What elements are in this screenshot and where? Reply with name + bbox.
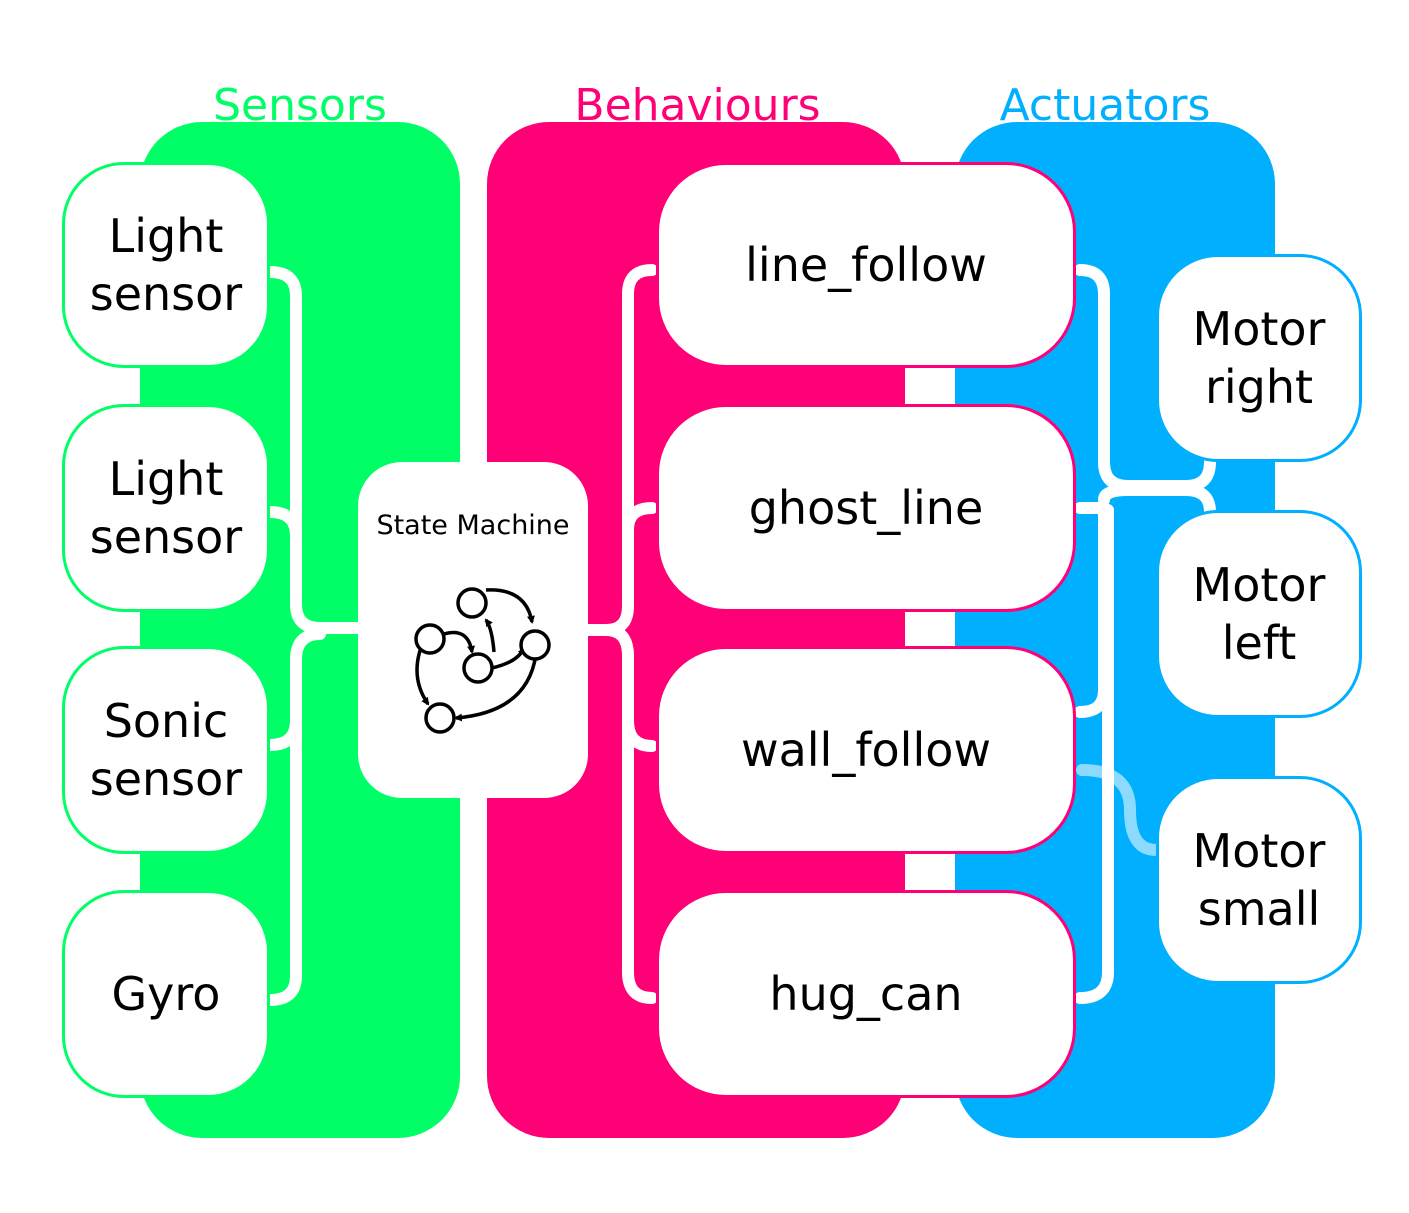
actuator-label-line: small: [1197, 882, 1321, 936]
behaviour-box-ghost-line: ghost_line: [656, 404, 1076, 612]
actuator-connector-2: [1122, 484, 1216, 518]
actuator-label-line: Motor: [1192, 302, 1326, 356]
sensor-label: Light sensor: [90, 207, 242, 323]
motor-small-connector: [1076, 764, 1162, 856]
sensor-label-line: Gyro: [111, 967, 221, 1021]
actuator-box-motor-right: Motor right: [1156, 254, 1362, 462]
actuator-label: Motor left: [1193, 556, 1326, 672]
behaviour-label: ghost_line: [748, 481, 984, 535]
sensor-connector-4: [264, 654, 302, 1006]
state-machine-graph-icon: [414, 587, 551, 734]
actuator-label-line: right: [1204, 360, 1314, 414]
behaviour-connector-2: [622, 502, 658, 536]
behaviour-connector-1: [582, 264, 658, 636]
behaviour-box-hug-can: hug_can: [656, 890, 1076, 1098]
actuator-box-motor-small: Motor small: [1156, 776, 1362, 984]
actuator-connector-5: [1074, 504, 1114, 1004]
sensor-box-gyro: Gyro: [62, 890, 270, 1098]
behaviour-label: wall_follow: [740, 723, 992, 777]
sensor-label-line: Light: [108, 209, 224, 263]
actuator-connector-1: [1074, 264, 1216, 492]
sensor-label: Sonic sensor: [90, 692, 242, 808]
behaviours-heading: Behaviours: [574, 80, 821, 131]
behaviour-connector-4: [600, 624, 658, 1004]
behaviour-box-line-follow: line_follow: [656, 162, 1076, 368]
sensor-box-sonic: Sonic sensor: [62, 646, 270, 854]
behaviour-label: line_follow: [745, 238, 987, 292]
actuators-heading: Actuators: [999, 80, 1211, 131]
sensors-heading: Sensors: [213, 80, 387, 131]
actuator-box-motor-left: Motor left: [1156, 510, 1362, 718]
actuator-label-line: left: [1221, 616, 1297, 670]
behaviour-box-wall-follow: wall_follow: [656, 646, 1076, 854]
actuator-connector-3: [1074, 502, 1110, 718]
actuator-label-line: Motor: [1192, 558, 1326, 612]
actuator-label: Motor right: [1193, 300, 1326, 416]
sensor-label: Gyro: [112, 965, 221, 1023]
state-machine-box: State Machine: [358, 462, 588, 798]
sensor-label: Light sensor: [90, 450, 242, 566]
sensor-connector-2: [264, 506, 302, 542]
sensor-label-line: sensor: [89, 510, 243, 564]
sensor-label-line: sensor: [89, 267, 243, 321]
sensor-box-light-2: Light sensor: [62, 404, 270, 612]
sensor-connector-1: [264, 266, 368, 634]
sensor-label-line: sensor: [89, 752, 243, 806]
actuator-label-line: Motor: [1192, 824, 1326, 878]
actuator-connector-4: [1098, 484, 1134, 506]
behaviour-label: hug_can: [769, 967, 963, 1021]
sensor-label-line: Sonic: [103, 694, 229, 748]
sensor-box-light-1: Light sensor: [62, 162, 270, 368]
sensor-label-line: Light: [108, 452, 224, 506]
state-machine-label: State Machine: [376, 510, 570, 541]
actuator-label: Motor small: [1193, 822, 1326, 938]
